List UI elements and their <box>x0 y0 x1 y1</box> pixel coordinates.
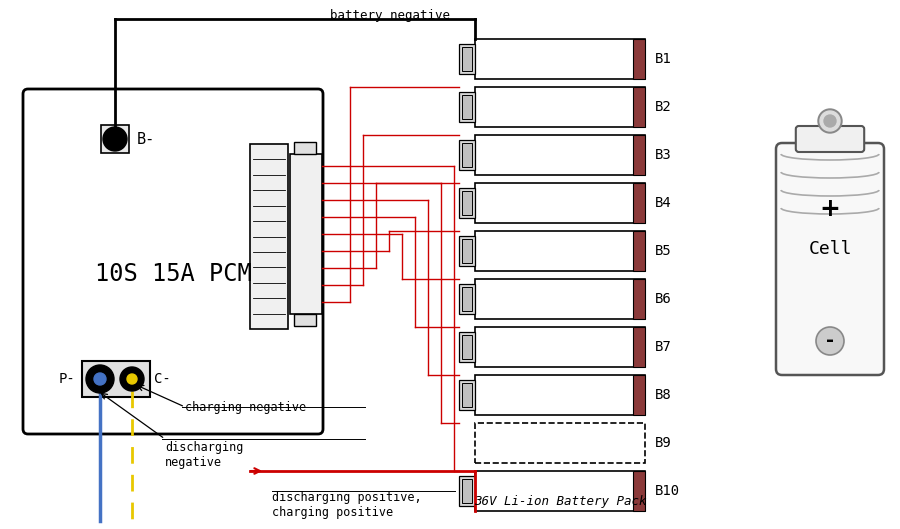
Bar <box>633 183 645 223</box>
Circle shape <box>120 367 144 391</box>
FancyBboxPatch shape <box>776 143 884 375</box>
Bar <box>633 327 645 367</box>
Bar <box>462 47 472 71</box>
Bar <box>290 154 322 314</box>
Bar <box>475 183 645 223</box>
Bar <box>633 375 645 415</box>
Text: C-: C- <box>154 372 171 386</box>
Circle shape <box>103 127 127 151</box>
Bar <box>633 231 645 271</box>
Text: B4: B4 <box>655 196 671 210</box>
Text: discharging positive,
charging positive: discharging positive, charging positive <box>272 491 421 519</box>
Bar <box>633 135 645 175</box>
Bar <box>633 471 645 511</box>
Text: B9: B9 <box>655 436 671 450</box>
Text: charging negative: charging negative <box>185 400 306 414</box>
Bar <box>475 375 645 415</box>
Circle shape <box>86 365 114 393</box>
Bar <box>101 125 129 153</box>
Bar <box>82 361 150 397</box>
FancyBboxPatch shape <box>23 89 323 434</box>
Circle shape <box>824 115 836 127</box>
Bar <box>633 279 645 319</box>
Bar <box>475 135 645 175</box>
Text: Cell: Cell <box>808 240 851 258</box>
Bar <box>294 314 316 326</box>
Bar <box>462 95 472 119</box>
Bar <box>459 380 475 410</box>
Text: B8: B8 <box>655 388 671 402</box>
Circle shape <box>820 111 840 131</box>
Bar <box>633 375 645 415</box>
Bar <box>633 471 645 511</box>
Bar <box>462 287 472 311</box>
Bar <box>459 188 475 218</box>
Bar <box>462 191 472 215</box>
Bar <box>633 327 645 367</box>
Text: -: - <box>826 332 834 351</box>
Bar <box>459 236 475 266</box>
Text: +: + <box>820 197 841 221</box>
Text: 36V Li-ion Battery Pack: 36V Li-ion Battery Pack <box>473 495 646 507</box>
Text: B6: B6 <box>655 292 671 306</box>
Bar <box>633 183 645 223</box>
Text: 10S 15A PCM: 10S 15A PCM <box>94 262 251 286</box>
Bar <box>462 143 472 167</box>
Bar <box>459 476 475 506</box>
Circle shape <box>127 374 137 384</box>
Bar <box>633 39 645 79</box>
Text: B2: B2 <box>655 100 671 114</box>
Bar <box>459 92 475 122</box>
Bar <box>633 39 645 79</box>
Circle shape <box>816 327 844 355</box>
Bar <box>633 87 645 127</box>
Bar <box>633 279 645 319</box>
FancyBboxPatch shape <box>796 126 864 152</box>
Bar <box>633 87 645 127</box>
Text: B5: B5 <box>655 244 671 258</box>
Bar <box>475 279 645 319</box>
Bar <box>459 332 475 362</box>
Bar <box>250 144 288 329</box>
Text: B-: B- <box>137 132 155 147</box>
Bar <box>475 423 645 463</box>
Bar <box>459 140 475 170</box>
Bar <box>475 231 645 271</box>
Bar <box>462 383 472 407</box>
Bar <box>475 87 645 127</box>
Text: B1: B1 <box>655 52 671 66</box>
Text: B10: B10 <box>655 484 680 498</box>
Bar <box>462 335 472 359</box>
Bar <box>462 479 472 503</box>
Bar <box>459 284 475 314</box>
Text: B7: B7 <box>655 340 671 354</box>
Bar <box>475 471 645 511</box>
Text: battery negative: battery negative <box>330 10 450 23</box>
Bar <box>633 231 645 271</box>
Circle shape <box>818 109 842 133</box>
Bar <box>633 135 645 175</box>
Text: B3: B3 <box>655 148 671 162</box>
Bar <box>294 142 316 154</box>
Text: P-: P- <box>58 372 75 386</box>
Bar <box>475 327 645 367</box>
Bar <box>459 44 475 74</box>
Bar <box>475 39 645 79</box>
Text: discharging
negative: discharging negative <box>165 441 243 469</box>
Bar <box>462 239 472 263</box>
Circle shape <box>94 373 106 385</box>
